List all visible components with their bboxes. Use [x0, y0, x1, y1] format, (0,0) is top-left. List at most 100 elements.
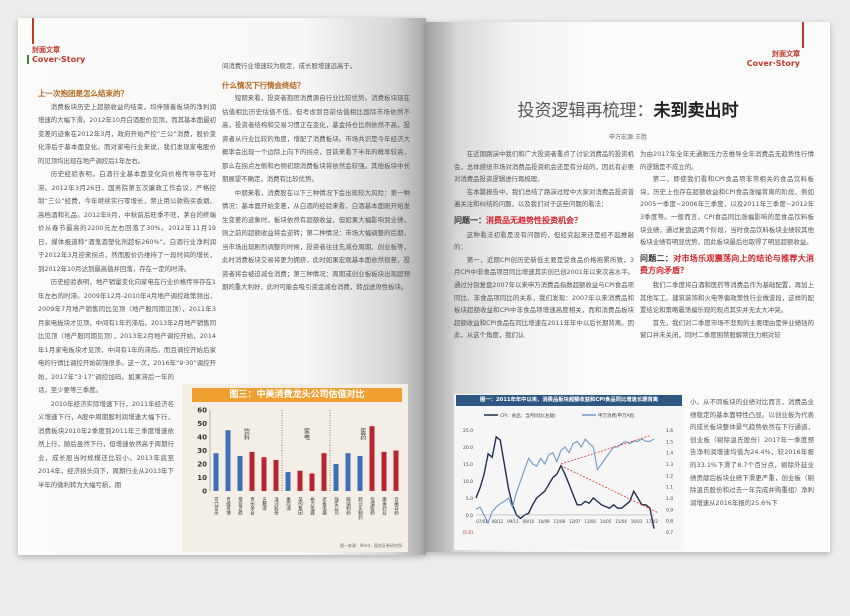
section-heading: 上一次抱团是怎么结束的？ — [38, 89, 128, 98]
paragraph: 第二，即使我们看和CPI食品项非常相关的食品饮料板块，历史上也存在超额收益和CP… — [640, 175, 814, 247]
y-tick-label: 30 — [197, 447, 207, 455]
x-tick-label: 12/07 — [569, 519, 581, 524]
title-part-2: 未到卖出时 — [653, 101, 739, 121]
x-tick-label: 惠而浦 — [286, 496, 291, 512]
title-part-1: 投资逻辑再梳理： — [517, 101, 654, 121]
paragraph: 第一，近期CPI创历史新低主要是受食品价格拖累所致，3月CPI中非食品项目同比增… — [454, 255, 634, 340]
trend-arrow-down — [560, 465, 659, 513]
right-y-tick: 1.0 — [666, 496, 673, 502]
bar — [393, 450, 399, 491]
header-bar — [32, 18, 34, 44]
left-column-2: 间消费行业增速较为稳定，成长股增速远高于。 什么情况下行情会终结？ 短期来看，投资者… — [222, 60, 410, 295]
group-label: 饮料 — [243, 427, 250, 441]
left-page: 封面文章 Cover·Story 上一次抱团是怎么结束的？ 消费板块历史上超额收益… — [18, 18, 426, 555]
paragraph: 在近期路演中我们和广大投资者重点了讨论消费品的投资机会，总体感觉市场对消费品投资… — [454, 150, 634, 184]
right-column-2-lower: 小。从不同板块的业绩对比而言，消费品业绩稳定的基本面特性凸显。以创业板为代表的成… — [690, 396, 814, 509]
right-y-tick: 1.1 — [666, 485, 673, 491]
paragraph: 这种看法初看是没有问题的，但经究起来还是经不起推敲的： — [454, 230, 634, 252]
group-label: 医药 — [359, 428, 366, 441]
x-tick-label: 云南白药 — [394, 497, 399, 516]
bar — [357, 455, 363, 491]
header-cn: 封面文章 — [32, 46, 60, 54]
right-y-tick: 1.5 — [666, 439, 673, 445]
paragraph: 中期来看，消费股在以下三种情况下会出现较大风险：第一种情况：基本面开始变差，从白… — [222, 188, 410, 292]
bar — [333, 464, 339, 491]
bar — [261, 457, 267, 491]
header-en: Cover·Story — [27, 55, 85, 64]
right-y-tick: 1.3 — [666, 462, 673, 468]
x-tick-label: 07/01 — [476, 519, 488, 524]
left-y-tick: 25.0 — [463, 428, 473, 434]
x-tick-label: 09/10 — [523, 519, 535, 524]
paragraph: 消费板块历史上超额收益的结束，均伴随着板块的净利润增速的大幅下滑。2012年10… — [38, 102, 216, 165]
paragraph: 2010年经济实际增速下行，2011年经济名义增速下行，A股中周期股利润增速大幅… — [38, 399, 174, 489]
trend-arrow-up — [560, 435, 651, 465]
x-tick-label: 可口可乐 — [214, 497, 219, 515]
authors: 申万宏源 王胜 — [609, 134, 647, 141]
y-tick-label: 50 — [197, 420, 207, 428]
bar — [345, 453, 351, 491]
series-line — [475, 435, 655, 529]
paragraph: 小。从不同板块的业绩对比而言，消费品业绩稳定的基本面特性凸显。以创业板为代表的成… — [690, 398, 814, 507]
question-text: 消费品无趋势性投资机会？ — [486, 215, 582, 225]
bar-chart-svg: 0 10 20 30 40 50 60 可口可乐 百威英博 帝亚吉欧 贵州茅台 五粮液 洋河股份 惠而浦 美… — [197, 407, 399, 521]
x-tick-label: 15/04 — [615, 519, 627, 524]
right-column-2: 为由2017年全年无通胀压力去推导全年消费品无趋势性行情的逻辑是不成立的。 第二，… — [640, 148, 814, 342]
bar — [225, 430, 231, 491]
header-cn: 封面文章 — [772, 50, 800, 58]
x-tick-label: 贵州茅台 — [250, 496, 255, 516]
header-en: Cover·Story — [746, 59, 800, 68]
bar — [321, 453, 327, 491]
x-tick-label: 五粮液 — [262, 497, 267, 512]
left-y-tick: 0.0 — [466, 513, 473, 519]
paragraph: 首先，我们对二季度市场不悲观的主要理由是伴业绩钱的窗口并未关闭，同时二季度围禁股… — [640, 318, 814, 340]
left-y-tick: 15.0 — [463, 462, 473, 468]
x-tick-label: 辉瑞制药 — [346, 496, 351, 516]
bar-chart: 图三：中美消费龙头公司估值对比 0 10 20 30 40 50 60 可口可乐 百威英博 帝亚吉… — [182, 384, 408, 552]
y-tick-label: 0 — [202, 488, 207, 496]
right-y-tick: 0.7 — [666, 530, 673, 536]
right-page: 封面文章 Cover·Story 投资逻辑再梳理：未到卖出时 申万宏源 王胜 在… — [426, 22, 830, 552]
x-tick-label: 洋河股份 — [274, 496, 279, 516]
x-tick-label: 帝亚吉欧 — [238, 496, 243, 516]
x-tick-label: 17/02 — [646, 519, 658, 524]
legend-label: 申万消费/申万A指 — [598, 412, 635, 419]
x-tick-label: 09/11 — [507, 519, 519, 524]
article-title: 投资逻辑再梳理：未到卖出时 — [426, 96, 830, 121]
header-bar — [802, 22, 804, 48]
x-tick-label: 14/05 — [600, 519, 612, 524]
bar — [285, 472, 291, 491]
paragraph: 历史经验表明，白酒行业基本面变化向价格传导存在时滞。2012年3月26日，国务院… — [38, 170, 216, 273]
y-tick-label: 20 — [197, 461, 207, 469]
section-header: 封面文章 Cover·Story — [27, 45, 85, 64]
right-y-tick: 1.2 — [666, 473, 673, 479]
right-y-tick: 1.6 — [666, 428, 673, 434]
y-tick-label: 40 — [197, 434, 207, 442]
x-tick-label: 13/06 — [584, 519, 596, 524]
line-chart-title: 图一：2011年年中以来，消费品板块超额收益和CPI食品同比增速长期背离 — [456, 395, 682, 406]
paragraph: 历史经验表明，地产销量变化向家电在行业价格传导存在1年左右的时滞。2009年12… — [38, 278, 216, 394]
x-tick-label: 11/08 — [554, 519, 566, 524]
right-y-tick: 0.8 — [666, 519, 673, 525]
x-tick-label: 康美药业 — [382, 496, 387, 515]
line-chart: 图一：2011年年中以来，消费品板块超额收益和CPI食品同比增速长期背离 CPI… — [454, 394, 684, 550]
right-y-tick: 0.9 — [666, 507, 673, 513]
left-y-tick: (5.0) — [462, 530, 473, 536]
x-tick-label: 老板电器 — [322, 496, 327, 516]
paragraph: 我们二季度将白酒和医药等消费品作为基础配置，再加上其他军工、建筑装饰和火电等偏政… — [640, 280, 814, 315]
bar-chart-source: 图一来源：Wind，国金证券研究所 — [339, 543, 402, 548]
section-heading: 什么情况下行情会终结？ — [222, 80, 305, 90]
x-tick-label: 格力电器 — [310, 496, 315, 516]
x-tick-label: 百威英博 — [226, 497, 231, 516]
left-y-tick: 10.0 — [463, 479, 473, 485]
question-label: 问题二： — [640, 253, 674, 263]
series-line — [475, 438, 655, 525]
bar — [237, 455, 243, 491]
x-tick-label: 恒瑞医药 — [370, 496, 375, 516]
paragraph: 短期来看，投资者抱团消费源自行业比较优势。消费板块现在估值相比历史估值不低，但考… — [222, 94, 410, 183]
x-tick-label: 16/03 — [631, 519, 643, 524]
x-tick-label: 默沙东制药 — [358, 496, 363, 521]
bar — [381, 451, 387, 491]
y-tick-label: 10 — [197, 474, 207, 482]
x-tick-label: 10/09 — [538, 519, 550, 524]
